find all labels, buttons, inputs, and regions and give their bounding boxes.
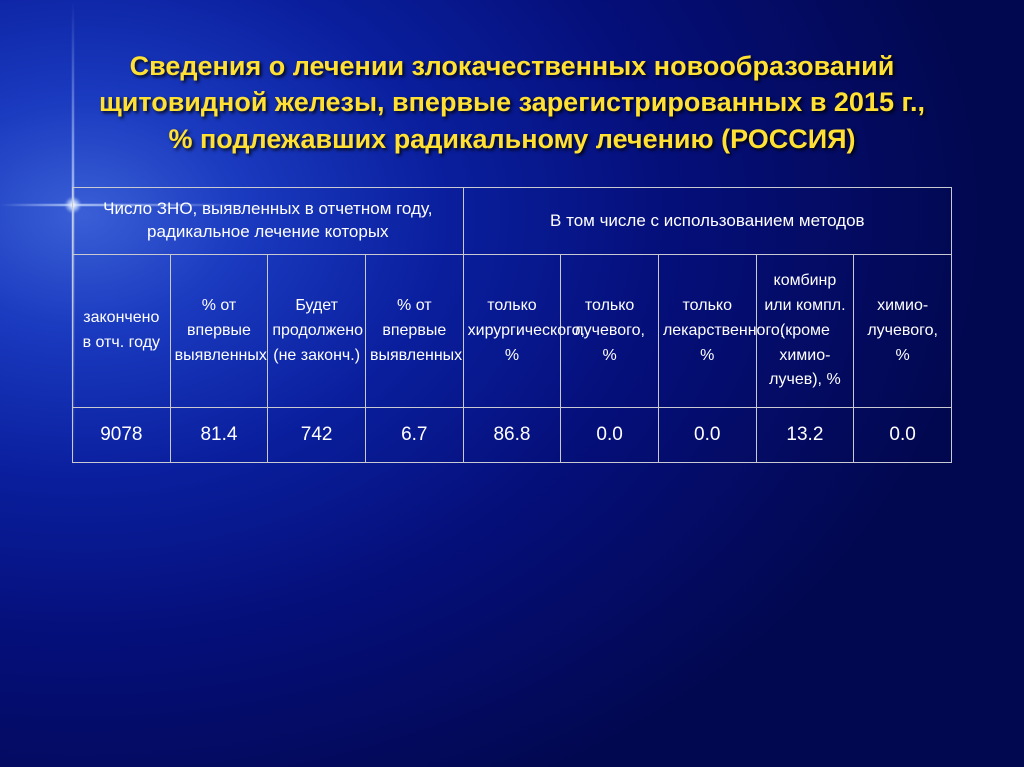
subheader-1: % от впервые выявленных <box>170 255 268 408</box>
cell-3: 6.7 <box>365 408 463 463</box>
table-data-row: 9078 81.4 742 6.7 86.8 0.0 0.0 13.2 0.0 <box>73 408 952 463</box>
subheader-8: химио-лучевого, % <box>854 255 952 408</box>
subheader-2: Будет продолжено (не законч.) <box>268 255 366 408</box>
subheader-4: только хирургического, % <box>463 255 561 408</box>
subheader-6: только лекарственного, % <box>658 255 756 408</box>
group-header-left: Число ЗНО, выявленных в отчетном году, р… <box>73 188 464 255</box>
table-group-header-row: Число ЗНО, выявленных в отчетном году, р… <box>73 188 952 255</box>
subheader-0: закончено в отч. году <box>73 255 171 408</box>
cell-6: 0.0 <box>658 408 756 463</box>
slide-title: Сведения о лечении злокачественных новоо… <box>88 48 936 157</box>
subheader-5: только лучевого, % <box>561 255 659 408</box>
cell-7: 13.2 <box>756 408 854 463</box>
table-sub-header-row: закончено в отч. году % от впервые выявл… <box>73 255 952 408</box>
cell-2: 742 <box>268 408 366 463</box>
cell-0: 9078 <box>73 408 171 463</box>
slide-container: Сведения о лечении злокачественных новоо… <box>0 0 1024 767</box>
cell-5: 0.0 <box>561 408 659 463</box>
subheader-3: % от впервые выявленных <box>365 255 463 408</box>
treatment-data-table: Число ЗНО, выявленных в отчетном году, р… <box>72 187 952 463</box>
group-header-right: В том числе с использованием методов <box>463 188 951 255</box>
cell-8: 0.0 <box>854 408 952 463</box>
cell-1: 81.4 <box>170 408 268 463</box>
cell-4: 86.8 <box>463 408 561 463</box>
